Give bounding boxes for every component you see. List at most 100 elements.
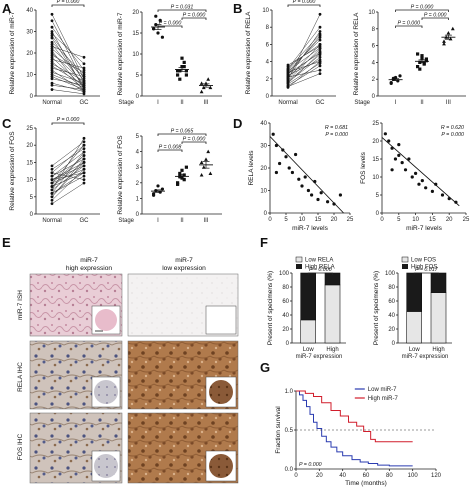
pair-line	[51, 72, 85, 84]
y-tick-label: 60	[282, 299, 289, 305]
point-normal	[50, 88, 54, 91]
point-normal	[50, 43, 54, 46]
panel-e-header-high-line2: high expression	[66, 265, 113, 272]
y-tick-label: 10	[26, 73, 33, 79]
point-normal	[50, 25, 54, 29]
x-tick-label: High	[432, 347, 444, 353]
pair-line	[51, 155, 85, 187]
x-axis-label: miR-7 levels	[292, 225, 329, 232]
ish-inset-low	[205, 305, 237, 335]
x-tick-label-stage: II	[420, 100, 424, 106]
fos-ihc-inset-core-low	[209, 454, 233, 478]
y-axis-label: Relative expression of RELA	[245, 11, 252, 94]
scatter-point	[274, 143, 278, 148]
y-tick-label: 5	[136, 73, 140, 79]
y-axis-label: FOS levels	[360, 151, 367, 184]
legend-swatch-high	[296, 264, 302, 269]
point-gc	[318, 30, 322, 33]
point-normal	[50, 53, 54, 57]
y-tick-label: 0	[30, 212, 34, 218]
stage-point	[158, 18, 162, 22]
scatter-point	[332, 202, 336, 206]
y-tick-label: 0	[266, 94, 270, 100]
bar-low-segment	[300, 319, 317, 344]
y-axis-label: Relative expression of FOS	[117, 135, 124, 215]
p-value: P = 0.000	[159, 21, 182, 27]
x-tick-label-stage: I	[157, 218, 159, 224]
significance-bracket	[287, 4, 321, 7]
panel-letter-g: G	[260, 360, 270, 375]
scatter-point	[338, 193, 342, 197]
bar-high-segment	[430, 272, 447, 293]
stage-point	[178, 77, 182, 81]
significance-bracket	[157, 25, 183, 28]
stage-point	[152, 192, 156, 196]
pair-line	[287, 59, 321, 76]
y-tick-label: 10	[26, 178, 33, 184]
point-normal	[286, 85, 290, 88]
p-value: P = 0.000	[293, 0, 316, 5]
panel-e-header-low-line1: miR-7	[175, 257, 193, 264]
y-tick-label: 10	[260, 189, 267, 195]
y-tick-label: 80	[282, 285, 289, 291]
y-tick-label: 2	[266, 77, 270, 83]
pair-line	[51, 162, 85, 187]
significance-bracket	[181, 17, 207, 20]
point-gc	[82, 73, 86, 76]
pair-line	[51, 89, 85, 95]
pair-line	[51, 141, 85, 167]
y-tick-label: 0	[392, 341, 396, 347]
stage-point	[199, 81, 204, 85]
x-tick-label-normal: Normal	[42, 100, 61, 106]
r-value: R = 0.620	[441, 125, 464, 131]
legend-label-high: High RELA	[305, 265, 335, 271]
point-gc	[82, 62, 86, 66]
point-gc	[318, 64, 322, 68]
significance-bracket	[51, 4, 85, 7]
stage-point	[182, 173, 186, 177]
stage-point	[208, 171, 213, 175]
stage-point	[418, 67, 422, 71]
rela-ihc-inset-core-high	[94, 380, 118, 404]
y-tick-label: 25	[372, 121, 379, 127]
y-axis-label: Relative expression of miR-7	[117, 12, 124, 95]
y-tick-label: 4	[372, 60, 376, 66]
stage-point	[160, 35, 164, 39]
p-value: P = 0.000	[309, 267, 332, 273]
p-value: P = 0.000	[411, 5, 434, 11]
bar-high-segment	[300, 272, 317, 321]
scatter-point	[319, 191, 323, 195]
y-tick-label: 2	[372, 77, 376, 83]
stage-point	[208, 85, 213, 90]
y-tick-label: 10	[372, 175, 379, 181]
x-tick-label-normal: Normal	[278, 100, 297, 106]
y-tick-label: 0.0	[285, 467, 294, 473]
pair-line	[51, 165, 85, 191]
pair-line	[287, 45, 321, 66]
legend-label-high: High FOS	[411, 265, 437, 271]
pair-line	[51, 158, 85, 177]
axis-line	[141, 12, 222, 97]
scatter-point	[316, 197, 320, 202]
point-gc	[82, 161, 86, 164]
panel-e-row-label-fos: FOS IHC	[17, 434, 24, 461]
y-tick-label: 0	[136, 94, 140, 100]
stage-point	[178, 171, 182, 176]
p-value: P = 0.000	[441, 132, 464, 138]
stage-point	[422, 61, 426, 65]
point-gc	[82, 81, 86, 85]
significance-bracket	[307, 272, 333, 275]
point-gc	[318, 55, 322, 59]
pair-line	[51, 182, 85, 204]
stage-point	[184, 165, 188, 169]
point-normal	[50, 191, 54, 195]
significance-bracket	[421, 17, 449, 20]
stage-point	[160, 187, 164, 191]
point-gc	[318, 58, 322, 62]
y-tick-label: 20	[282, 327, 289, 333]
point-normal	[50, 195, 54, 199]
scatter-point	[420, 179, 424, 183]
stage-point	[424, 59, 428, 63]
pair-line	[51, 151, 85, 177]
x-tick-label-stage: III	[446, 100, 451, 106]
